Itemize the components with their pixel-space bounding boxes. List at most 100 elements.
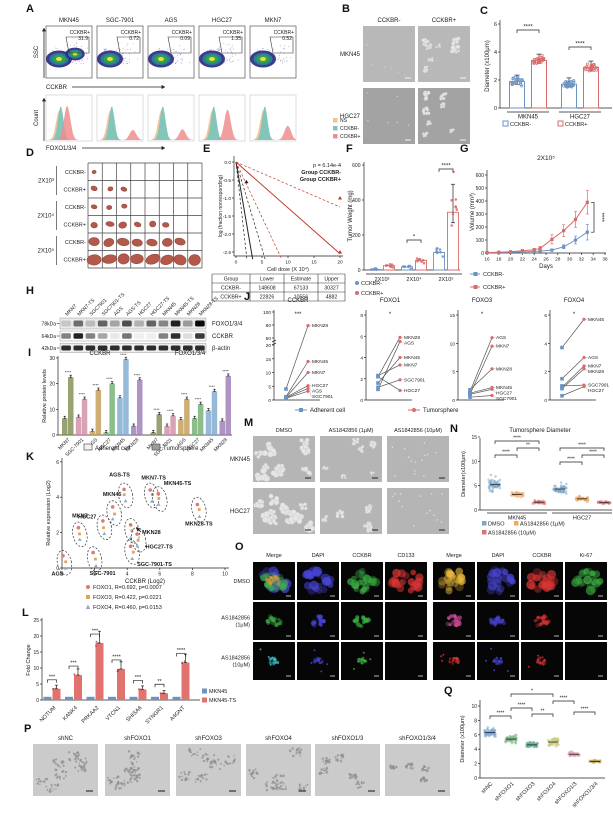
svg-text:15: 15 — [266, 357, 272, 363]
svg-text:10: 10 — [285, 260, 291, 266]
svg-text:100: 100 — [263, 310, 271, 316]
svg-text:CCKBR-: CCKBR- — [483, 272, 504, 278]
svg-text:HGC27: HGC27 — [340, 114, 361, 120]
svg-text:600: 600 — [476, 173, 485, 179]
svg-text:PRKAA2: PRKAA2 — [81, 705, 101, 725]
svg-text:5: 5 — [261, 260, 264, 266]
svg-text:MKN28-TS: MKN28-TS — [185, 522, 213, 528]
blot-band — [195, 320, 205, 327]
svg-text:6: 6 — [544, 313, 547, 319]
svg-text:MKN45: MKN45 — [518, 115, 539, 121]
svg-text:****: **** — [598, 213, 604, 223]
svg-text:25: 25 — [33, 618, 39, 624]
svg-text:6: 6 — [56, 460, 59, 466]
blot-band — [61, 345, 71, 351]
svg-text:-2.0: -2.0 — [223, 232, 232, 238]
blot-band — [97, 333, 108, 339]
svg-text:2X10³: 2X10³ — [38, 179, 54, 185]
svg-text:shFOXO1/3: shFOXO1/3 — [332, 736, 364, 742]
svg-text:30327: 30327 — [324, 286, 339, 292]
svg-text:****: **** — [134, 372, 141, 377]
svg-text:(1μM): (1μM) — [236, 623, 251, 629]
svg-text:2X10⁵: 2X10⁵ — [438, 276, 453, 283]
svg-text:MKN7-TS: MKN7-TS — [141, 475, 166, 481]
svg-text:CCKBR: CCKBR — [46, 85, 68, 91]
svg-text:10: 10 — [471, 704, 477, 710]
micrograph-MKN45-CCKBR- — [363, 26, 415, 82]
panel-d-label: D — [26, 147, 34, 159]
svg-text:MKN7: MKN7 — [588, 364, 602, 370]
svg-text:HGC27: HGC27 — [404, 388, 420, 394]
blot-band — [73, 333, 84, 339]
blot-band — [122, 345, 132, 351]
blot-band — [183, 345, 193, 351]
blot-band — [183, 333, 193, 339]
svg-text:4: 4 — [474, 747, 477, 753]
svg-text:0: 0 — [358, 268, 361, 274]
blot-band — [146, 345, 157, 351]
tumor-specimen — [118, 221, 127, 229]
svg-text:Tumorsphere: Tumorsphere — [163, 446, 199, 452]
micrograph-HGC27-col2 — [387, 488, 449, 534]
if-image-r1-c7 — [565, 602, 607, 640]
svg-text:SSC: SSC — [34, 45, 40, 58]
tumor-specimen — [105, 221, 115, 227]
svg-text:6: 6 — [494, 22, 497, 28]
micrograph-MKN45-CCKBR+ — [418, 26, 470, 82]
panel-o-label: O — [235, 541, 244, 553]
svg-text:CCKBR: CCKBR — [89, 351, 111, 357]
micrograph-shFOXO1/3/4 — [385, 744, 450, 796]
if-image-r2-c6 — [521, 642, 563, 680]
svg-text:15: 15 — [33, 650, 39, 656]
micrograph-HGC27-CCKBR- — [363, 88, 415, 144]
svg-text:78kDa: 78kDa — [42, 322, 57, 328]
svg-text:Tumorsphere Diameter: Tumorsphere Diameter — [509, 428, 570, 434]
tumor-specimen — [90, 204, 98, 210]
svg-text:HGC27-TS: HGC27-TS — [146, 545, 174, 551]
svg-text:300: 300 — [476, 212, 485, 218]
svg-text:SYNGR1: SYNGR1 — [145, 705, 165, 725]
svg-text:Relative protein levels: Relative protein levels — [42, 369, 48, 423]
svg-text:0: 0 — [268, 398, 271, 404]
svg-text:4: 4 — [544, 341, 547, 347]
svg-text:2: 2 — [544, 370, 547, 376]
svg-text:SGC7901: SGC7901 — [588, 383, 609, 389]
svg-text:Ki-67: Ki-67 — [580, 553, 593, 559]
svg-text:*: * — [389, 312, 392, 318]
svg-text:SGC-7901-TS: SGC-7901-TS — [137, 562, 172, 568]
svg-text:34: 34 — [591, 257, 597, 263]
svg-text:MKN45-TS: MKN45-TS — [164, 481, 192, 487]
svg-text:20: 20 — [337, 260, 343, 266]
panel-G-growth-curve: 2X10⁵ 0 100 200 300 400 500 600 16 18 20 22 24 26 28 30… — [470, 155, 608, 291]
svg-text:200: 200 — [352, 233, 361, 239]
svg-text:0: 0 — [235, 260, 238, 266]
panel-c-label: C — [480, 5, 488, 17]
panel-E-limiting-dilution: 0.0 -0.5 -1.0 -1.5 -2.0 -2.50 5 10 15 20 log (frac… — [211, 156, 346, 302]
svg-text:MKN7: MKN7 — [496, 344, 510, 350]
svg-text:DAPI: DAPI — [312, 553, 325, 559]
svg-text:10: 10 — [33, 666, 39, 672]
svg-text:CCKBR+: CCKBR+ — [432, 18, 457, 24]
svg-text:CCKBR+: CCKBR+ — [64, 222, 86, 228]
svg-text:MKN45: MKN45 — [312, 359, 328, 365]
svg-text:32: 32 — [579, 257, 585, 263]
svg-text:HGC27: HGC27 — [573, 516, 591, 522]
svg-text:MKN7: MKN7 — [404, 362, 418, 368]
svg-text:MKN7: MKN7 — [72, 513, 88, 519]
panel-a-label: A — [26, 3, 34, 15]
tumor-specimen — [102, 254, 117, 264]
svg-text:log (fraction nonresponding): log (fraction nonresponding) — [218, 175, 224, 238]
svg-text:10556: 10556 — [294, 295, 309, 301]
svg-text:****: **** — [518, 703, 526, 709]
svg-text:CCKBR+: CCKBR+ — [223, 30, 244, 36]
svg-text:20: 20 — [508, 257, 514, 263]
svg-text:2: 2 — [56, 531, 59, 537]
svg-text:6: 6 — [360, 334, 363, 340]
svg-text:****: **** — [441, 164, 451, 170]
svg-text:0: 0 — [360, 398, 363, 404]
panel-M-drug-micrographs: DMSO AS1842856 (1μM) AS1842856 (10μM) MKN45… — [230, 428, 449, 534]
svg-text:****: **** — [167, 408, 174, 413]
